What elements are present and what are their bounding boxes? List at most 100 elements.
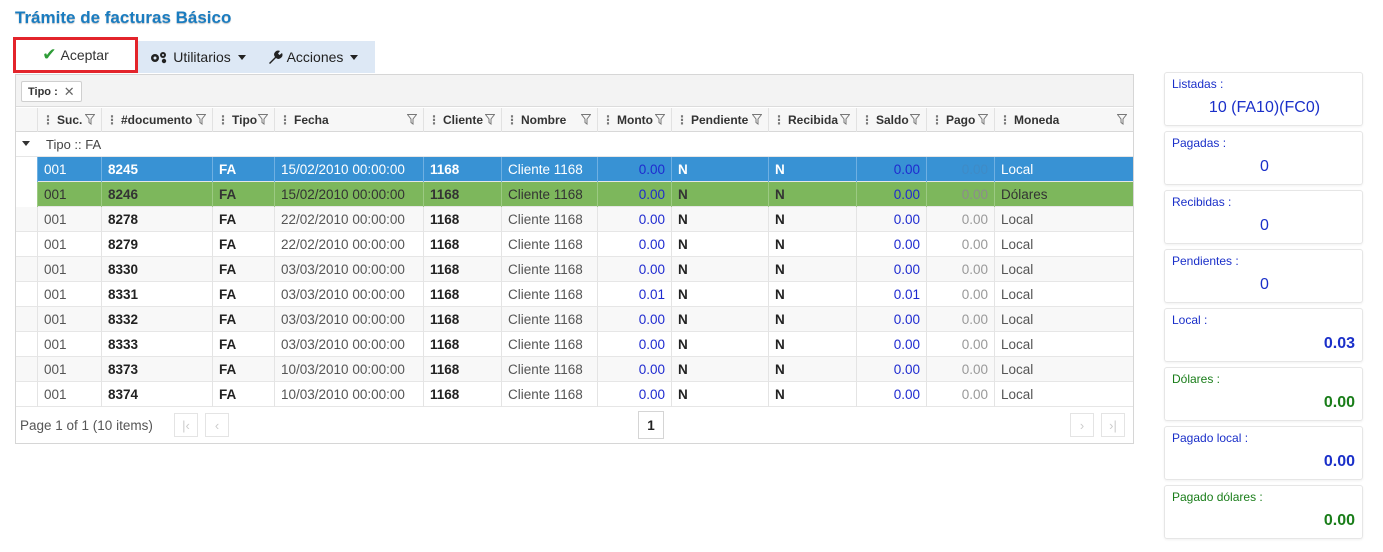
drag-handle-icon[interactable]: ⋮ bbox=[279, 113, 291, 127]
cell-suc: 001 bbox=[37, 357, 101, 382]
acciones-menu-button[interactable]: Acciones bbox=[265, 41, 360, 73]
filter-icon[interactable] bbox=[485, 114, 495, 125]
filter-icon[interactable] bbox=[910, 114, 920, 125]
row-indent bbox=[16, 207, 37, 232]
cell-recibida: N bbox=[768, 207, 856, 232]
cell-suc: 001 bbox=[37, 332, 101, 357]
cell-cliente: 1168 bbox=[423, 382, 501, 407]
cell-nombre: Cliente 1168 bbox=[501, 282, 597, 307]
column-header-monto[interactable]: ⋮ Monto bbox=[597, 108, 671, 132]
filter-icon[interactable] bbox=[752, 114, 762, 125]
cell-recibida: N bbox=[768, 182, 856, 207]
cell-pago: 0.00 bbox=[926, 182, 994, 207]
column-header-cliente[interactable]: ⋮ Cliente bbox=[423, 108, 501, 132]
summary-value: 0.00 bbox=[1323, 394, 1355, 411]
cell-monto: 0.00 bbox=[597, 257, 671, 282]
cell-suc: 001 bbox=[37, 207, 101, 232]
filter-icon[interactable] bbox=[258, 114, 268, 125]
cell-monto: 0.00 bbox=[597, 382, 671, 407]
page-1-button[interactable]: 1 bbox=[638, 411, 664, 439]
close-icon[interactable]: ✕ bbox=[63, 83, 75, 99]
cell-moneda: Dólares bbox=[994, 182, 1133, 207]
summary-card: Local : 0.03 bbox=[1164, 308, 1363, 362]
column-header-tipo[interactable]: ⋮ Tipo bbox=[212, 108, 274, 132]
cell-pendiente: N bbox=[671, 282, 768, 307]
drag-handle-icon[interactable]: ⋮ bbox=[676, 113, 688, 127]
table-row[interactable]: 001 8333 FA 03/03/2010 00:00:00 1168 Cliente … bbox=[16, 332, 1133, 357]
aceptar-button[interactable]: ✔ Aceptar bbox=[13, 37, 138, 73]
column-header-doc[interactable]: ⋮ #documento bbox=[101, 108, 212, 132]
drag-handle-icon[interactable]: ⋮ bbox=[931, 113, 943, 127]
table-row[interactable]: 001 8245 FA 15/02/2010 00:00:00 1168 Cliente … bbox=[16, 157, 1133, 182]
cell-pago: 0.00 bbox=[926, 207, 994, 232]
filter-icon[interactable] bbox=[85, 114, 95, 125]
filter-icon[interactable] bbox=[655, 114, 665, 125]
group-row[interactable]: Tipo :: FA bbox=[16, 133, 1133, 157]
filter-icon[interactable] bbox=[978, 114, 988, 125]
row-indent bbox=[16, 232, 37, 257]
summary-value: 0 bbox=[1260, 217, 1269, 234]
drag-handle-icon[interactable]: ⋮ bbox=[506, 113, 518, 127]
drag-handle-icon[interactable]: ⋮ bbox=[999, 113, 1011, 127]
cell-pago: 0.00 bbox=[926, 382, 994, 407]
drag-handle-icon[interactable]: ⋮ bbox=[861, 113, 873, 127]
group-chip-tipo[interactable]: Tipo : ✕ bbox=[21, 81, 82, 102]
expand-triangle-icon[interactable] bbox=[22, 141, 30, 146]
column-header-pendiente[interactable]: ⋮ Pendiente bbox=[671, 108, 768, 132]
drag-handle-icon[interactable]: ⋮ bbox=[602, 113, 614, 127]
summary-value: 0 bbox=[1260, 158, 1269, 175]
summary-card: Listadas : 10 (FA10)(FC0) bbox=[1164, 72, 1363, 126]
cell-monto: 0.00 bbox=[597, 207, 671, 232]
cell-nombre: Cliente 1168 bbox=[501, 207, 597, 232]
table-row[interactable]: 001 8330 FA 03/03/2010 00:00:00 1168 Cliente … bbox=[16, 257, 1133, 282]
column-header-fecha[interactable]: ⋮ Fecha bbox=[274, 108, 423, 132]
column-header-nombre[interactable]: ⋮ Nombre bbox=[501, 108, 597, 132]
cell-recibida: N bbox=[768, 357, 856, 382]
next-page-icon[interactable]: › bbox=[1070, 413, 1094, 437]
table-row[interactable]: 001 8332 FA 03/03/2010 00:00:00 1168 Cliente … bbox=[16, 307, 1133, 332]
cell-pendiente: N bbox=[671, 382, 768, 407]
cell-pago: 0.00 bbox=[926, 357, 994, 382]
column-header-suc[interactable]: ⋮ Suc. bbox=[37, 108, 101, 132]
filter-icon[interactable] bbox=[581, 114, 591, 125]
table-row[interactable]: 001 8331 FA 03/03/2010 00:00:00 1168 Cliente … bbox=[16, 282, 1133, 307]
cell-suc: 001 bbox=[37, 232, 101, 257]
filter-icon[interactable] bbox=[840, 114, 850, 125]
filter-icon[interactable] bbox=[1117, 114, 1127, 125]
cell-pago: 0.00 bbox=[926, 232, 994, 257]
column-header-saldo[interactable]: ⋮ Saldo bbox=[856, 108, 926, 132]
drag-handle-icon[interactable]: ⋮ bbox=[106, 113, 118, 127]
filter-icon[interactable] bbox=[196, 114, 206, 125]
last-page-icon[interactable]: ›| bbox=[1101, 413, 1125, 437]
prev-page-icon[interactable]: ‹ bbox=[205, 413, 229, 437]
table-row[interactable]: 001 8246 FA 15/02/2010 00:00:00 1168 Cliente … bbox=[16, 182, 1133, 207]
summary-value: 0.03 bbox=[1323, 335, 1355, 352]
drag-handle-icon[interactable]: ⋮ bbox=[42, 113, 54, 127]
filter-icon[interactable] bbox=[407, 114, 417, 125]
column-header-label: Fecha bbox=[294, 113, 329, 127]
table-row[interactable]: 001 8278 FA 22/02/2010 00:00:00 1168 Cliente … bbox=[16, 207, 1133, 232]
column-header-recibida[interactable]: ⋮ Recibida bbox=[768, 108, 856, 132]
table-row[interactable]: 001 8374 FA 10/03/2010 00:00:00 1168 Cliente … bbox=[16, 382, 1133, 407]
drag-handle-icon[interactable]: ⋮ bbox=[217, 113, 229, 127]
column-header-moneda[interactable]: ⋮ Moneda bbox=[994, 108, 1133, 132]
drag-handle-icon[interactable]: ⋮ bbox=[428, 113, 440, 127]
cell-suc: 001 bbox=[37, 182, 101, 207]
cell-moneda: Local bbox=[994, 232, 1133, 257]
cell-tipo: FA bbox=[212, 257, 274, 282]
cell-pendiente: N bbox=[671, 257, 768, 282]
grid-header: ⋮ Suc. ⋮ #documento ⋮ Tipo ⋮ Fecha ⋮ Cliente ⋮ Nomb… bbox=[16, 108, 1133, 132]
cell-recibida: N bbox=[768, 282, 856, 307]
summary-label: Pagadas : bbox=[1172, 136, 1227, 150]
cell-monto: 0.00 bbox=[597, 157, 671, 182]
cell-moneda: Local bbox=[994, 332, 1133, 357]
table-row[interactable]: 001 8373 FA 10/03/2010 00:00:00 1168 Cliente … bbox=[16, 357, 1133, 382]
cell-suc: 001 bbox=[37, 257, 101, 282]
cell-tipo: FA bbox=[212, 307, 274, 332]
checkmark-icon: ✔ bbox=[42, 45, 57, 64]
first-page-icon[interactable]: |‹ bbox=[174, 413, 198, 437]
utilitarios-menu-button[interactable]: Utilitarios bbox=[145, 41, 250, 73]
column-header-pago[interactable]: ⋮ Pago bbox=[926, 108, 994, 132]
table-row[interactable]: 001 8279 FA 22/02/2010 00:00:00 1168 Cliente … bbox=[16, 232, 1133, 257]
drag-handle-icon[interactable]: ⋮ bbox=[773, 113, 785, 127]
